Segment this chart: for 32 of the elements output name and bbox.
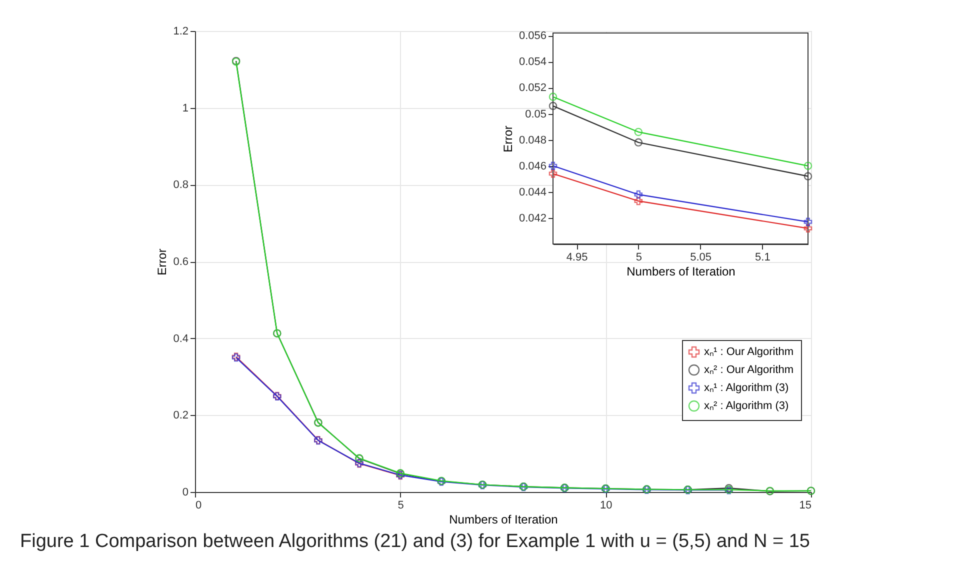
y-tick-label: 1.2	[173, 26, 188, 38]
x-axis-title: Numbers of Iteration	[449, 512, 558, 526]
legend-label: xₙ¹ : Algorithm (3)	[704, 382, 789, 394]
y-tick-label: 0.042	[518, 212, 546, 224]
y-tick-label: 0.046	[518, 160, 546, 172]
x-tick-label: 10	[600, 500, 612, 512]
y-tick-label: 0.052	[518, 82, 546, 94]
y-tick-label: 0.048	[518, 134, 546, 146]
legend-label: xₙ² : Algorithm (3)	[704, 400, 789, 412]
x-tick-label: 4.95	[566, 252, 588, 264]
y-tick-label: 0.4	[173, 332, 188, 345]
y-tick-label: 0.8	[173, 179, 188, 192]
x-tick-label: 5.1	[755, 252, 770, 264]
y-tick-label: 0	[182, 486, 188, 498]
y-tick-label: 0.6	[173, 256, 188, 268]
y-tick-label: 1	[182, 102, 188, 114]
y-tick-label: 0.044	[518, 186, 546, 198]
x-tick-label: 15	[799, 500, 812, 512]
y-tick-label: 0.2	[173, 410, 188, 422]
y-tick-label: 0.05	[525, 108, 546, 120]
x-tick-label: 5.05	[690, 252, 712, 264]
y-tick-label: 0.056	[518, 30, 546, 42]
y-axis-title: Error	[155, 248, 170, 276]
x-tick-label: 5	[636, 252, 642, 264]
caption: Figure 1 Comparison between Algorithms (21) and (3) for Example 1 with u = (5,5) and N = 15	[20, 531, 810, 552]
x-tick-label: 5	[398, 500, 404, 512]
legend-label: xₙ² : Our Algorithm	[704, 364, 794, 376]
y-axis-title: Error	[500, 126, 515, 152]
x-tick-label: 0	[196, 500, 202, 512]
x-axis-title: Numbers of Iteration	[626, 264, 736, 278]
legend-label: xₙ¹ : Our Algorithm	[704, 346, 794, 358]
y-tick-label: 0.054	[518, 56, 546, 68]
